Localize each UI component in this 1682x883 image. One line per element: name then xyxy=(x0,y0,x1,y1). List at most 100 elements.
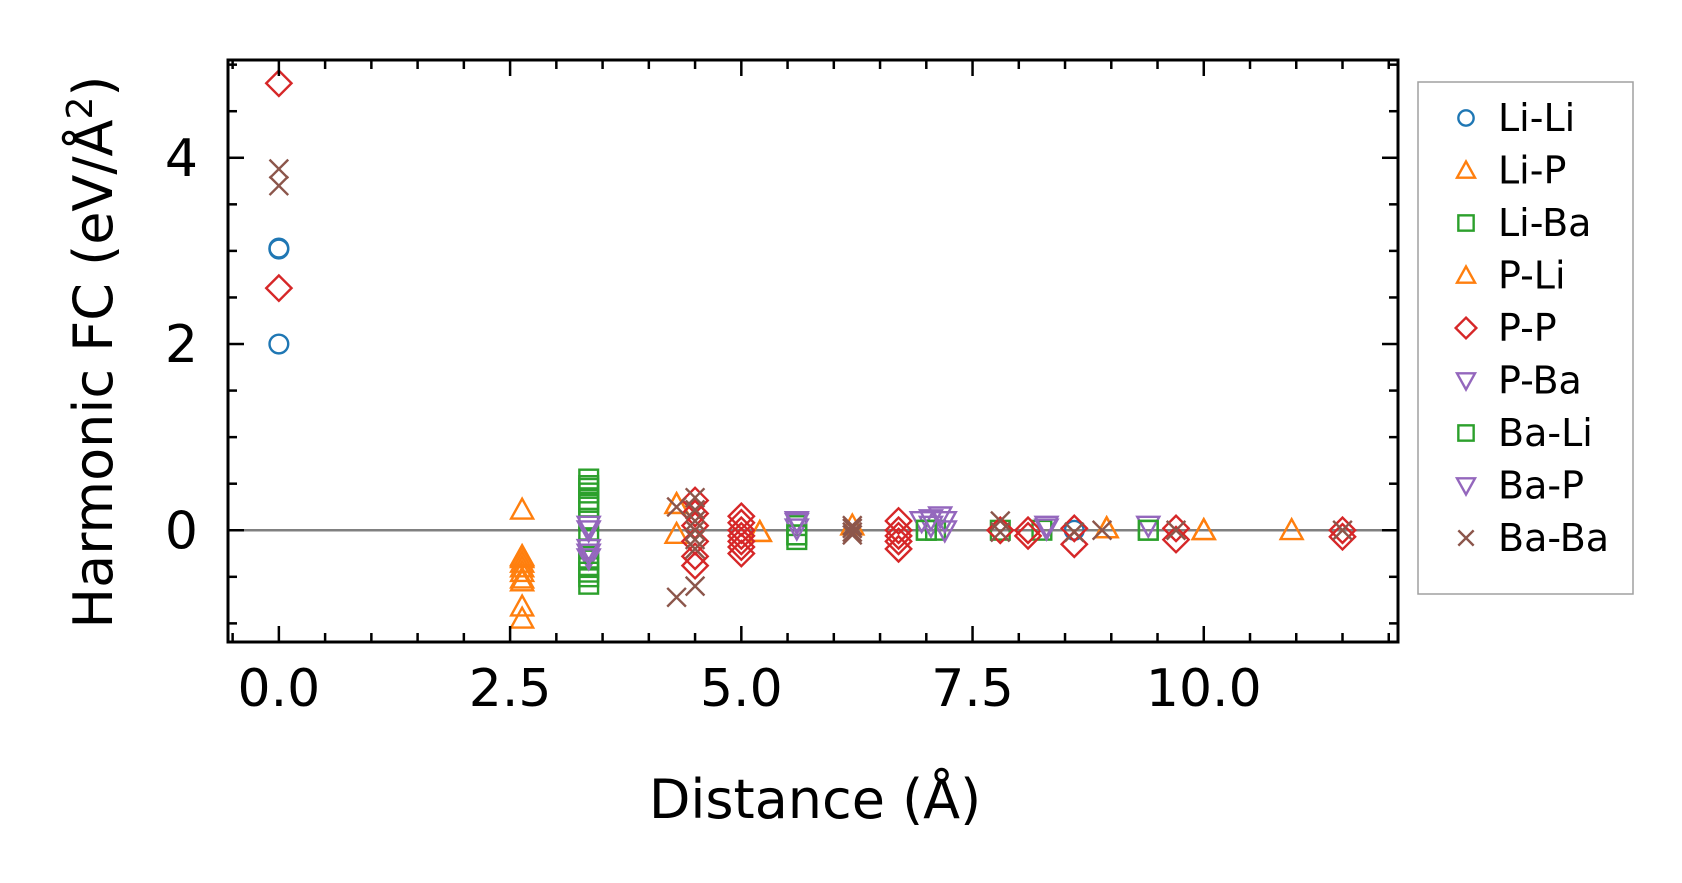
plot-frame xyxy=(226,58,1400,644)
data-point xyxy=(509,565,536,589)
legend-label: Ba-P xyxy=(1498,464,1584,508)
data-point xyxy=(783,518,810,542)
data-point xyxy=(578,477,600,499)
x-axis-label: Distance (Å) xyxy=(649,767,981,831)
y-tick-label: 4 xyxy=(165,129,198,189)
legend-marker xyxy=(1454,372,1478,392)
series-ba-ba xyxy=(268,158,1353,608)
data-point xyxy=(842,524,863,546)
data-point xyxy=(783,512,810,537)
data-point xyxy=(786,524,808,546)
data-point xyxy=(578,573,600,595)
data-point xyxy=(1328,522,1357,552)
legend-marker xyxy=(1457,214,1475,232)
data-point xyxy=(1161,514,1191,543)
axis-ticks xyxy=(228,60,1398,642)
legend-label: Li-Li xyxy=(1498,96,1575,140)
y-tick-label: 2 xyxy=(165,315,198,375)
legend: Li-Li Li-P Li-Ba P-Li P-P P-Ba Ba-Li Ba-P Ba-Ba xyxy=(1417,81,1634,595)
legend-label: Li-P xyxy=(1498,149,1566,193)
data-point xyxy=(680,541,710,571)
data-point xyxy=(927,506,954,530)
legend-marker xyxy=(1457,109,1475,127)
y-axis-label-superscript: 2 xyxy=(60,97,101,120)
legend-label: Ba-Li xyxy=(1498,411,1593,455)
data-point xyxy=(684,499,706,520)
x-tick-label: 10.0 xyxy=(1146,659,1262,719)
data-point xyxy=(575,543,602,568)
legend-item: Li-Li xyxy=(1457,96,1575,140)
data-point xyxy=(1033,515,1060,540)
data-point xyxy=(578,491,600,513)
data-point xyxy=(1190,516,1217,541)
x-tick-label: 5.0 xyxy=(700,659,783,719)
data-point xyxy=(509,496,536,520)
data-point xyxy=(663,520,690,544)
series-p-p xyxy=(264,68,1357,580)
data-point xyxy=(684,520,706,541)
data-point xyxy=(268,175,290,196)
series-li-ba xyxy=(578,468,1159,595)
data-point xyxy=(1328,515,1357,545)
data-point xyxy=(842,518,863,539)
legend-label: P-Ba xyxy=(1498,359,1582,403)
data-point xyxy=(264,273,294,303)
data-point xyxy=(1278,516,1305,541)
data-point xyxy=(680,499,710,528)
data-point xyxy=(684,529,706,550)
legend-box xyxy=(1417,81,1634,595)
legend-item: P-Li xyxy=(1454,254,1566,298)
data-point xyxy=(680,551,710,580)
y-axis-label-tail: ) xyxy=(62,76,125,97)
data-markers xyxy=(264,68,1357,629)
legend-item: P-Ba xyxy=(1454,359,1582,403)
data-point xyxy=(884,521,913,551)
data-point xyxy=(931,510,958,535)
data-point xyxy=(1033,518,1060,542)
data-point xyxy=(842,521,863,543)
data-point xyxy=(726,521,756,551)
data-point xyxy=(884,506,913,536)
data-point xyxy=(1165,520,1187,541)
data-point xyxy=(1332,520,1353,541)
x-tick-label: 7.5 xyxy=(931,659,1014,719)
data-point xyxy=(264,68,294,98)
data-point xyxy=(726,532,756,562)
y-axis-label: Harmonic FC (eV/Å2) xyxy=(60,76,125,629)
data-point xyxy=(1091,520,1113,541)
data-point xyxy=(842,515,863,536)
series-li-p xyxy=(509,490,1305,629)
tick-labels: 0.0 2.5 5.0 7.5 10.0 0 2 4 xyxy=(165,129,1262,719)
data-point xyxy=(1064,521,1085,543)
data-point xyxy=(575,520,602,544)
data-point xyxy=(509,542,536,567)
data-point xyxy=(931,520,958,544)
legend-label: Li-Ba xyxy=(1498,201,1591,245)
data-point xyxy=(726,539,756,568)
legend-item: Li-Ba xyxy=(1457,201,1591,245)
x-tick-label: 2.5 xyxy=(469,659,552,719)
data-point xyxy=(509,605,536,629)
legend-marker xyxy=(1457,529,1475,547)
legend-item: Ba-Li xyxy=(1457,411,1593,455)
legend-item: P-P xyxy=(1453,306,1557,350)
legend-marker xyxy=(1454,159,1478,179)
y-axis-label-main: Harmonic FC (eV/Å xyxy=(61,119,125,628)
x-tick-label: 0.0 xyxy=(238,659,321,719)
data-point xyxy=(917,509,944,533)
series-p-li xyxy=(509,490,1217,589)
data-point xyxy=(684,538,706,560)
data-point xyxy=(684,575,706,597)
legend-label: P-P xyxy=(1498,306,1557,350)
data-point xyxy=(268,237,290,259)
data-point xyxy=(1093,514,1120,539)
legend-marker xyxy=(1457,424,1475,442)
data-point xyxy=(1013,515,1043,545)
data-point xyxy=(1135,515,1162,540)
data-point xyxy=(509,593,536,617)
data-point xyxy=(990,521,1011,543)
data-point xyxy=(884,515,913,545)
data-point xyxy=(578,527,600,549)
data-point xyxy=(268,333,290,355)
y-tick-label: 0 xyxy=(165,501,198,561)
